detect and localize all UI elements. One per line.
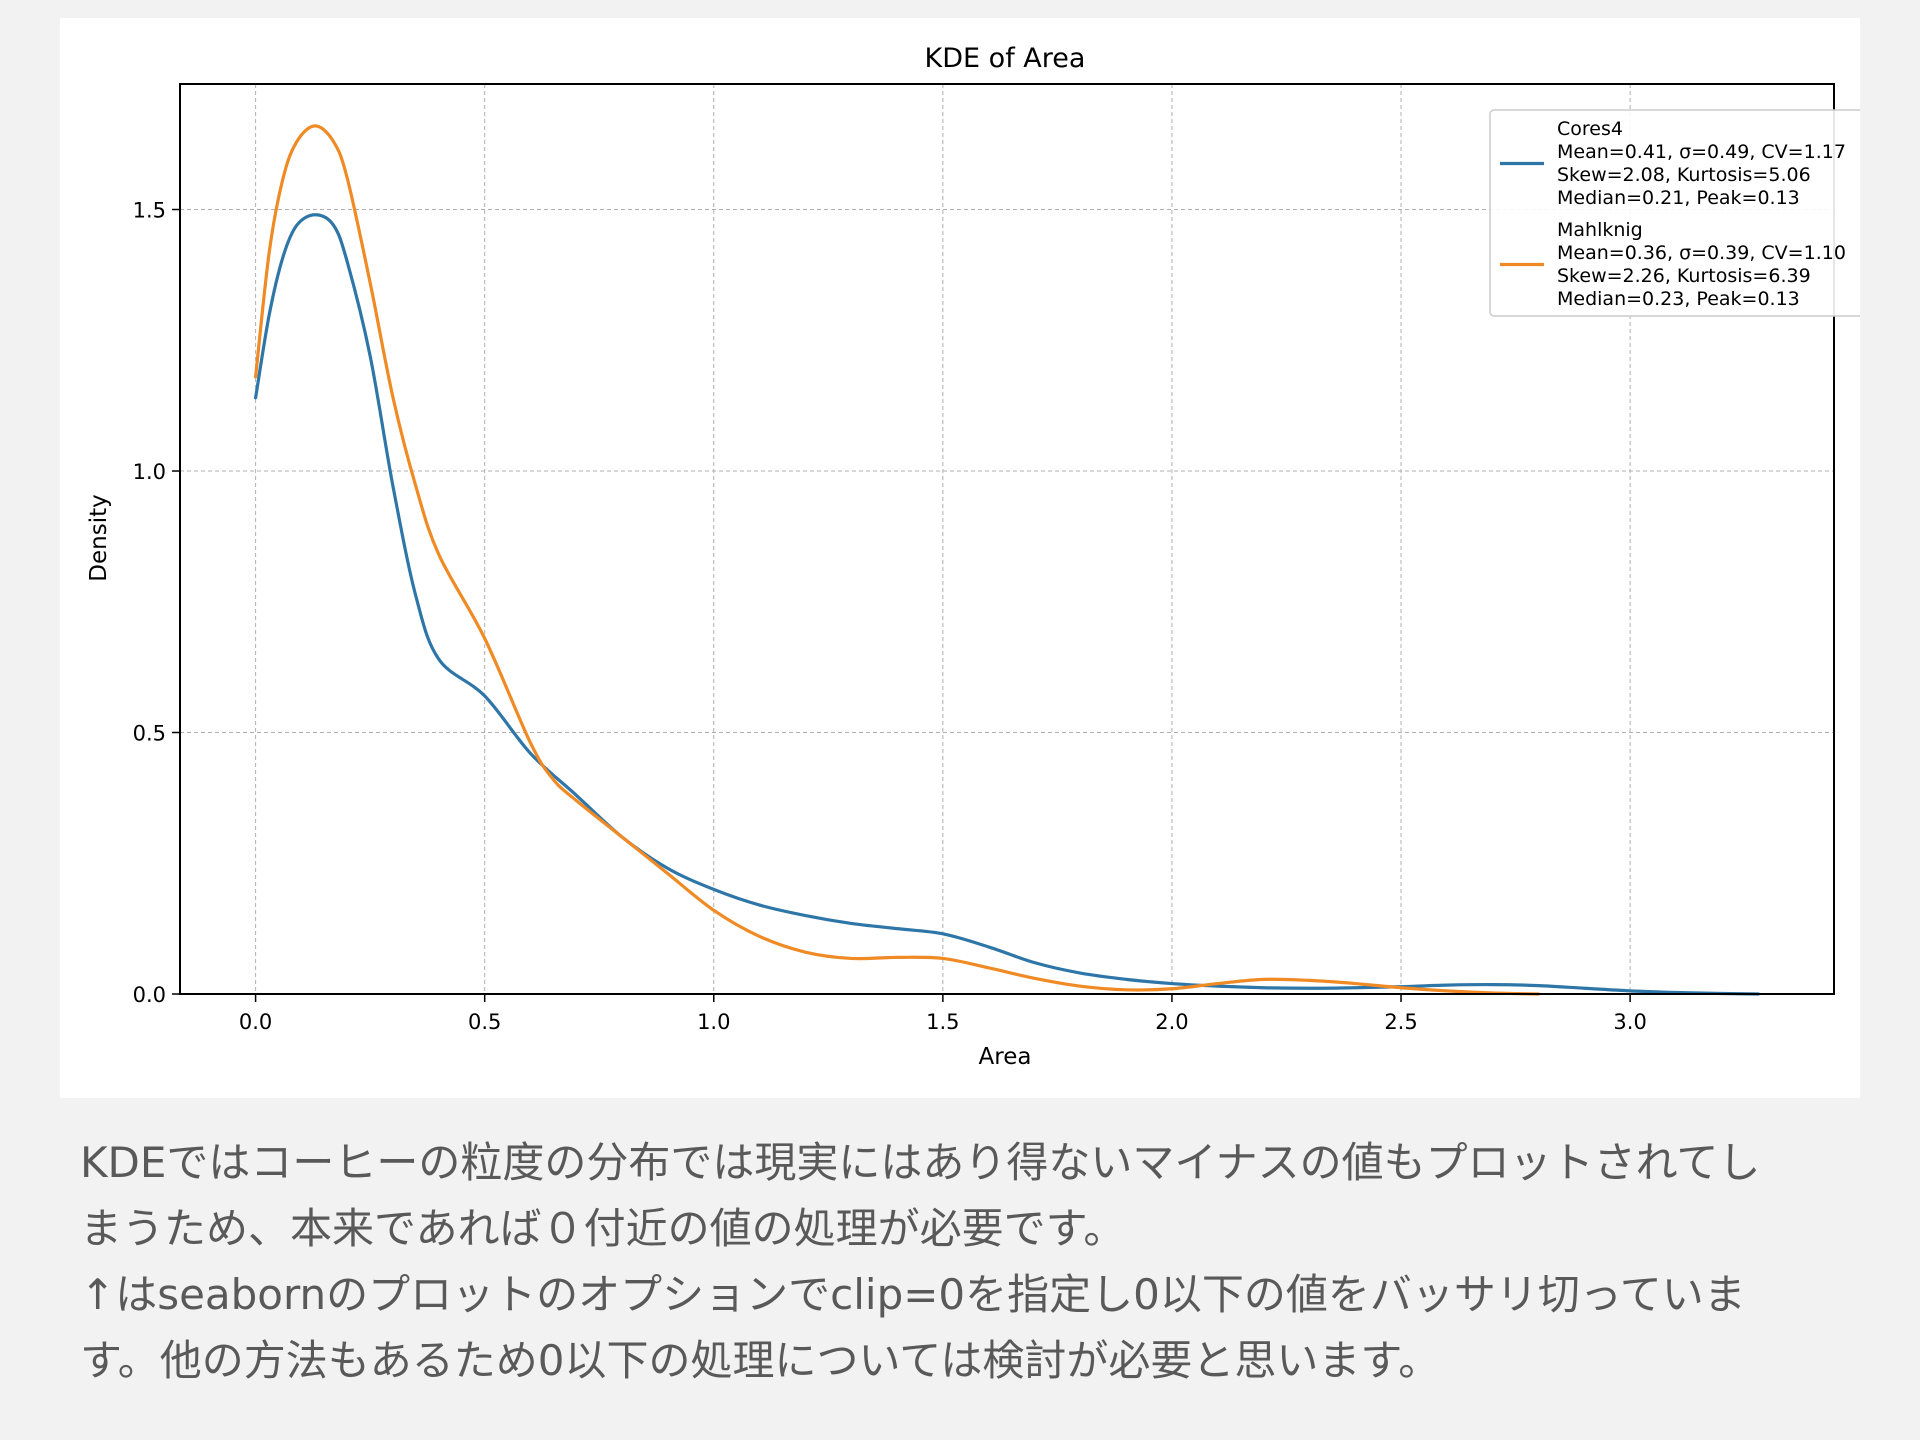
x-tick-label: 3.0 bbox=[1613, 1010, 1646, 1034]
axis-ticks: 0.0 0.5 1.0 1.5 2.0 2.5 3.0 0.0 0.5 1.0 1.5 bbox=[133, 199, 1647, 1034]
plot-frame bbox=[179, 83, 1835, 995]
legend-stats-cores4: Median=0.21, Peak=0.13 bbox=[1557, 187, 1800, 209]
y-tick-label: 0.0 bbox=[133, 983, 166, 1007]
y-axis-label: Density bbox=[86, 494, 112, 581]
legend-box bbox=[1489, 109, 1860, 317]
x-tick-label: 2.0 bbox=[1155, 1010, 1188, 1034]
chart-figure: KDE of Area Area Density 0.0 0.5 1.0 1.5 2.0… bbox=[60, 18, 1860, 1098]
series-line-cores4 bbox=[254, 213, 1760, 996]
legend-label-mahlknig: Mahlknig bbox=[1557, 219, 1643, 241]
series-line-mahlknig bbox=[254, 124, 1541, 996]
y-tick-label: 0.5 bbox=[133, 722, 166, 746]
caption-line: す。他の方法もあるため0以下の処理については検討が必要と思います。 bbox=[80, 1336, 1441, 1385]
caption-line: ↑はseabornのプロットのオプションでclip=0を指定し0以下の値をバッサ… bbox=[80, 1270, 1746, 1319]
caption-text: KDEではコーヒーの粒度の分布では現実にはあり得ないマイナスの値もプロットされて… bbox=[80, 1130, 1870, 1394]
series-lines bbox=[254, 124, 1760, 996]
x-tick-label: 0.0 bbox=[239, 1010, 272, 1034]
caption-line: まうため、本来であれば０付近の値の処理が必要です。 bbox=[80, 1204, 1126, 1253]
kde-chart: KDE of Area Area Density 0.0 0.5 1.0 1.5 2.0… bbox=[86, 43, 1860, 1070]
x-tick-label: 0.5 bbox=[468, 1010, 501, 1034]
x-tick-label: 1.0 bbox=[697, 1010, 730, 1034]
y-tick-label: 1.5 bbox=[133, 199, 166, 223]
caption-line: KDEではコーヒーの粒度の分布では現実にはあり得ないマイナスの値もプロットされて… bbox=[80, 1138, 1761, 1187]
x-tick-label: 1.5 bbox=[926, 1010, 959, 1034]
x-axis-label: Area bbox=[979, 1044, 1032, 1070]
legend-stats-mahlknig: Median=0.23, Peak=0.13 bbox=[1557, 288, 1800, 310]
x-tick-label: 2.5 bbox=[1384, 1010, 1417, 1034]
legend-stats-mahlknig: Skew=2.26, Kurtosis=6.39 bbox=[1557, 265, 1811, 287]
chart-title: KDE of Area bbox=[925, 43, 1086, 74]
legend-label-cores4: Cores4 bbox=[1557, 118, 1623, 140]
legend-stats-cores4: Skew=2.08, Kurtosis=5.06 bbox=[1557, 164, 1811, 186]
y-tick-label: 1.0 bbox=[133, 460, 166, 484]
legend-stats-mahlknig: Mean=0.36, σ=0.39, CV=1.10 bbox=[1557, 242, 1846, 264]
legend-stats-cores4: Mean=0.41, σ=0.49, CV=1.17 bbox=[1557, 141, 1846, 163]
